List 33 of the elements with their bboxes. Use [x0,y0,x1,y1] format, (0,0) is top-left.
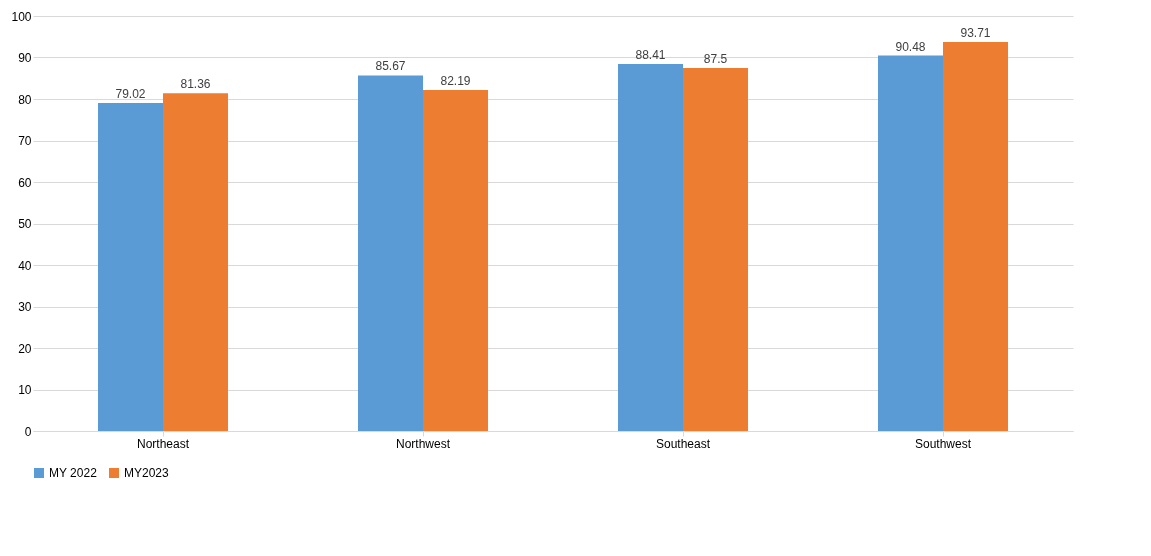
y-tick-label: 20 [18,341,32,356]
bar [98,103,163,431]
x-tick-label: Northeast [136,436,190,451]
bar [878,55,943,431]
y-tick-label: 10 [18,383,32,397]
y-tick-label: 50 [18,217,32,231]
bar [618,64,683,431]
bar [943,42,1008,431]
y-tick-label: 60 [18,175,32,190]
x-tick-label: Southeast [655,436,711,451]
y-tick-label: 100 [11,9,32,24]
y-tick-label: 30 [18,300,32,314]
bar [683,67,748,431]
data-label: 93.71 [960,26,991,41]
x-tick-label: Southwest [914,436,972,451]
data-label: 88.41 [635,48,666,63]
bar [163,93,228,431]
data-label: 90.48 [895,39,926,54]
legend-label: MY 2022 [49,466,98,480]
bar [423,89,488,431]
data-label: 82.19 [440,73,471,88]
y-tick-label: 40 [18,258,32,273]
x-tick-label: Northwest [395,436,451,451]
bar [358,75,423,431]
data-label: 85.67 [375,59,406,74]
y-tick-label: 80 [18,92,32,107]
y-tick-label: 70 [18,134,32,148]
y-tick-label: 90 [18,51,32,65]
data-label: 79.02 [115,87,146,102]
legend-label: MY2023 [124,466,170,480]
y-tick-label: 0 [24,424,32,439]
data-label: 87.5 [703,51,728,66]
data-label: 81.36 [180,77,211,92]
